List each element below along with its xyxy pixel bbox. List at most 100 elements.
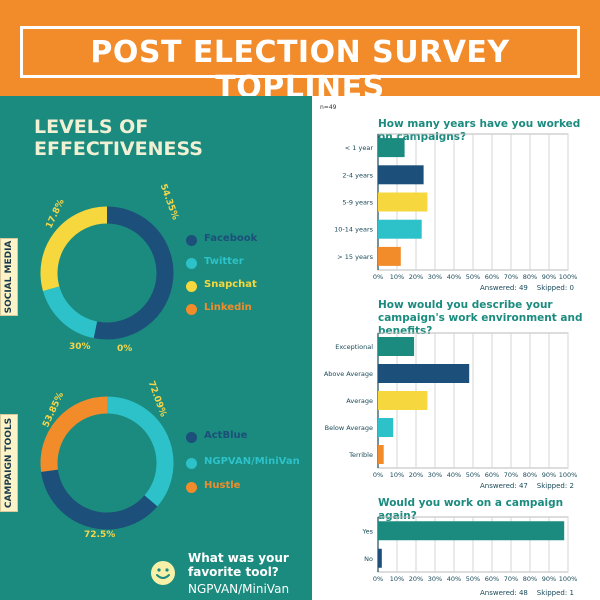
facebook-dot [186, 235, 197, 246]
question-title-again: Would you work on a campaign again? [378, 497, 564, 522]
environment-chart-x-tick: 100% [559, 471, 578, 479]
social-donut-slice-facebook [93, 206, 174, 340]
environment-chart-x-tick: 70% [504, 471, 518, 479]
years-chart-category-label: 5-9 years [342, 199, 373, 207]
years-chart-x-tick: 40% [447, 273, 461, 281]
tools-donut-slice-actblue [41, 469, 158, 530]
pct-linkedin: 0% [117, 344, 133, 354]
again-chart-x-tick: 30% [428, 575, 442, 583]
legend-label-linkedin: Linkedin [204, 302, 252, 313]
again-chart-bar-no [378, 548, 382, 568]
again-chart-x-tick: 40% [447, 575, 461, 583]
years-chart-x-tick: 10% [390, 273, 404, 281]
bar-charts: 0% 10% 20% 30% 40% 50% 60% 70% 80% 90% 100%< 1 yea… [324, 133, 578, 583]
years-chart-bar-5-9-years [378, 192, 428, 212]
environment-chart-category-label: Exceptional [335, 343, 373, 351]
tools-donut-slice-ngpvan-minivan [106, 396, 174, 507]
tools-donut-slice-hustle [40, 396, 108, 472]
again-chart-x-tick: 100% [559, 575, 578, 583]
years-chart-x-tick: 70% [504, 273, 518, 281]
favorite-question-line1: What was your [188, 551, 289, 565]
snapchat-dot [186, 281, 197, 292]
skipped-again: Skipped: 1 [536, 589, 574, 597]
years-chart-bar-15-years [378, 246, 401, 266]
donut-charts [40, 206, 174, 530]
years-chart-x-tick: 20% [409, 273, 423, 281]
years-chart-x-tick: 80% [523, 273, 537, 281]
again-chart-x-tick: 50% [466, 575, 480, 583]
social-donut-slice-snapchat [40, 206, 108, 292]
answered-years: Answered: 49 [480, 284, 528, 292]
years-chart-x-tick: 100% [559, 273, 578, 281]
legend-label-actblue: ActBlue [204, 430, 248, 441]
skipped-years: Skipped: 0 [536, 284, 574, 292]
pct-actblue: 72.5% [84, 530, 116, 540]
again-chart-x-tick: 10% [390, 575, 404, 583]
pct-snapchat: 30% [69, 342, 91, 352]
environment-chart-category-label: Terrible [348, 451, 373, 459]
footer-again: Answered: 48 Skipped: 1 [480, 589, 574, 597]
years-chart-category-label: > 15 years [337, 253, 373, 261]
survey-results-panel [312, 96, 600, 600]
header-banner: POST ELECTION SURVEY TOPLINES [0, 0, 600, 105]
years-chart-bar-2-4-years [378, 165, 424, 185]
years-chart-x-tick: 90% [542, 273, 556, 281]
favorite-tool-question: What was your favorite tool? [188, 551, 289, 579]
years-chart-bar-10-14-years [378, 219, 422, 239]
again-chart-category-label: No [364, 555, 373, 563]
answered-again: Answered: 48 [480, 589, 528, 597]
favorite-tool-answer: NGPVAN/MiniVan [188, 582, 290, 596]
actblue-dot [186, 432, 197, 443]
environment-chart-bar-above-average [378, 364, 470, 383]
social-media-tab: SOCIAL MEDIA [0, 238, 18, 316]
environment-chart-category-label: Average [346, 397, 373, 405]
question-title-environment: How would you describe your campaign's w… [378, 299, 583, 337]
environment-chart-x-tick: 40% [447, 471, 461, 479]
years-chart-category-label: 10-14 years [334, 226, 373, 234]
legend-label-snapchat: Snapchat [204, 279, 257, 290]
years-chart-x-tick: 30% [428, 273, 442, 281]
years-chart-x-tick: 50% [466, 273, 480, 281]
environment-chart-category-label: Above Average [324, 370, 373, 378]
environment-chart-bar-exceptional [378, 337, 415, 356]
environment-chart-x-tick: 50% [466, 471, 480, 479]
legend-label-hustle: Hustle [204, 480, 241, 491]
environment-chart-bar-terrible [378, 445, 384, 464]
again-chart-category-label: Yes [362, 527, 374, 535]
environment-chart-bar-below-average [378, 418, 394, 437]
again-chart-x-tick: 80% [523, 575, 537, 583]
hustle-dot [186, 482, 197, 493]
favorite-question-line2: favorite tool? [188, 565, 279, 579]
legend-label-ngpvan: NGPVAN/MiniVan [204, 456, 300, 467]
years-chart-x-tick: 0% [373, 273, 383, 281]
section-title-line2: EFFECTIVENESS [34, 138, 203, 160]
again-chart-x-tick: 0% [373, 575, 383, 583]
years-chart-x-tick: 60% [485, 273, 499, 281]
footer-years: Answered: 49 Skipped: 0 [480, 284, 574, 292]
environment-chart-x-tick: 0% [373, 471, 383, 479]
page-title: POST ELECTION SURVEY TOPLINES [90, 35, 510, 105]
again-chart-x-tick: 20% [409, 575, 423, 583]
effectiveness-panel [0, 96, 312, 600]
social-donut-slice-twitter [42, 286, 98, 339]
environment-chart-x-tick: 20% [409, 471, 423, 479]
environment-chart-x-tick: 80% [523, 471, 537, 479]
environment-chart-category-label: Below Average [325, 424, 373, 432]
years-chart-category-label: < 1 year [345, 144, 374, 152]
years-chart-bar-1-year [378, 138, 405, 158]
again-chart-bar-yes [378, 521, 565, 541]
again-chart-x-tick: 90% [542, 575, 556, 583]
linkedin-dot [186, 304, 197, 315]
environment-chart-x-tick: 30% [428, 471, 442, 479]
environment-chart-bar-average [378, 391, 428, 410]
legend-label-facebook: Facebook [204, 233, 258, 244]
answered-environment: Answered: 47 [480, 482, 528, 490]
environment-chart-x-tick: 60% [485, 471, 499, 479]
footer-environment: Answered: 47 Skipped: 2 [480, 482, 574, 490]
environment-chart-x-tick: 10% [390, 471, 404, 479]
skipped-environment: Skipped: 2 [536, 482, 574, 490]
environment-chart-x-tick: 90% [542, 471, 556, 479]
legend-label-twitter: Twitter [204, 256, 244, 267]
title-frame: POST ELECTION SURVEY TOPLINES [20, 26, 580, 105]
again-chart-x-tick: 60% [485, 575, 499, 583]
